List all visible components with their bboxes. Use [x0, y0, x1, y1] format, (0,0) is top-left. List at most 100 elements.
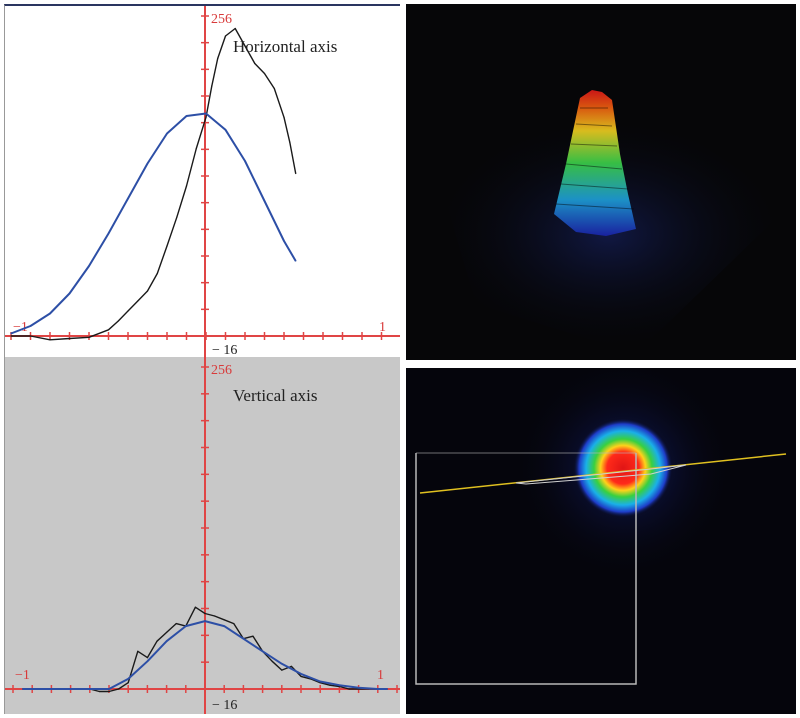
data-point	[224, 35, 227, 37]
data-point	[205, 112, 207, 115]
horizontal-axis-chart: Horizontal axis 256 − 16 −1 1	[5, 6, 401, 359]
data-point	[88, 265, 90, 267]
data-point	[281, 663, 283, 665]
data-point	[204, 620, 206, 622]
vertical-axis-plot: Vertical axis 256 − 16 −1 1	[4, 357, 401, 714]
data-point	[290, 665, 292, 667]
data-point	[118, 688, 120, 690]
panel-divider	[400, 0, 406, 718]
data-point	[252, 635, 254, 637]
data-point	[146, 290, 149, 292]
data-point	[49, 339, 51, 341]
data-point	[146, 657, 148, 659]
data-point	[127, 310, 129, 312]
data-point	[127, 678, 129, 680]
data-point	[70, 688, 72, 690]
data-point	[185, 115, 188, 117]
data-point	[127, 682, 129, 684]
data-point	[348, 688, 350, 690]
data-point	[137, 650, 139, 652]
data-point	[88, 336, 90, 338]
data-point	[175, 623, 177, 625]
beam-profile-2d-image	[406, 368, 796, 714]
data-point	[49, 312, 51, 315]
data-point	[50, 688, 53, 690]
data-point	[137, 300, 139, 302]
beam-profile-3d-image	[406, 4, 796, 360]
data-point	[254, 62, 256, 65]
data-point	[117, 320, 119, 322]
data-point	[156, 640, 158, 642]
data-point	[89, 688, 91, 690]
y-min-tick-label: − 16	[212, 698, 237, 713]
data-point	[319, 680, 321, 683]
data-point	[195, 147, 197, 150]
data-point	[295, 260, 297, 262]
data-point	[377, 688, 379, 690]
data-point	[244, 45, 246, 47]
data-point	[233, 623, 235, 625]
data-point	[176, 216, 178, 218]
data-point	[68, 292, 71, 295]
chart-title: Horizontal axis	[233, 37, 337, 56]
data-point	[185, 625, 187, 627]
region-of-interest-box	[415, 453, 637, 685]
data-point	[329, 684, 331, 686]
data-point	[211, 85, 213, 87]
data-point	[289, 141, 291, 143]
gaussian-fit-line	[10, 112, 297, 335]
horizontal-axis-plot: Horizontal axis 256 − 16 −1 1	[4, 4, 401, 359]
beam-spot	[415, 368, 787, 685]
data-point	[262, 650, 264, 652]
data-point	[68, 337, 71, 340]
data-point	[10, 332, 12, 335]
data-point	[22, 688, 24, 690]
data-point	[166, 640, 168, 642]
data-point	[166, 132, 168, 135]
beam-spot-intensity	[573, 418, 673, 518]
data-point	[283, 116, 285, 118]
beam-3d-surface	[426, 90, 791, 354]
data-point	[223, 619, 225, 621]
profile-overlay	[515, 464, 687, 485]
data-point	[204, 612, 206, 615]
data-point	[107, 232, 110, 235]
measured-profile-line	[11, 27, 297, 341]
data-point	[273, 87, 275, 90]
data-point	[10, 335, 12, 337]
data-point	[98, 690, 100, 693]
data-point	[29, 325, 32, 327]
data-point	[300, 673, 302, 675]
data-point	[263, 72, 266, 75]
data-point	[31, 688, 33, 690]
data-point	[300, 675, 302, 677]
data-point	[29, 335, 32, 337]
data-point	[358, 687, 360, 689]
y-max-tick-label: 256	[211, 363, 232, 378]
x-max-tick-label: 1	[377, 668, 384, 683]
data-point	[217, 57, 219, 60]
data-point	[108, 688, 110, 690]
y-max-tick-label: 256	[211, 12, 232, 27]
data-point	[166, 245, 168, 247]
data-point	[283, 240, 285, 242]
data-point	[234, 27, 236, 30]
data-point	[214, 615, 216, 617]
data-point	[271, 660, 273, 662]
data-point	[156, 272, 158, 275]
data-point	[127, 197, 129, 200]
data-point	[338, 684, 340, 686]
data-point	[185, 185, 188, 187]
data-point	[295, 172, 297, 175]
beam-peak	[554, 90, 636, 236]
data-point	[166, 631, 168, 633]
axes-group	[5, 6, 401, 359]
x-min-tick-label: −1	[15, 668, 30, 683]
data-point	[242, 638, 244, 640]
chart-title: Vertical axis	[233, 386, 318, 405]
data-point	[146, 162, 149, 165]
data-point	[108, 690, 110, 693]
data-point	[194, 606, 196, 608]
x-max-tick-label: 1	[379, 320, 386, 335]
data-point	[263, 200, 266, 202]
